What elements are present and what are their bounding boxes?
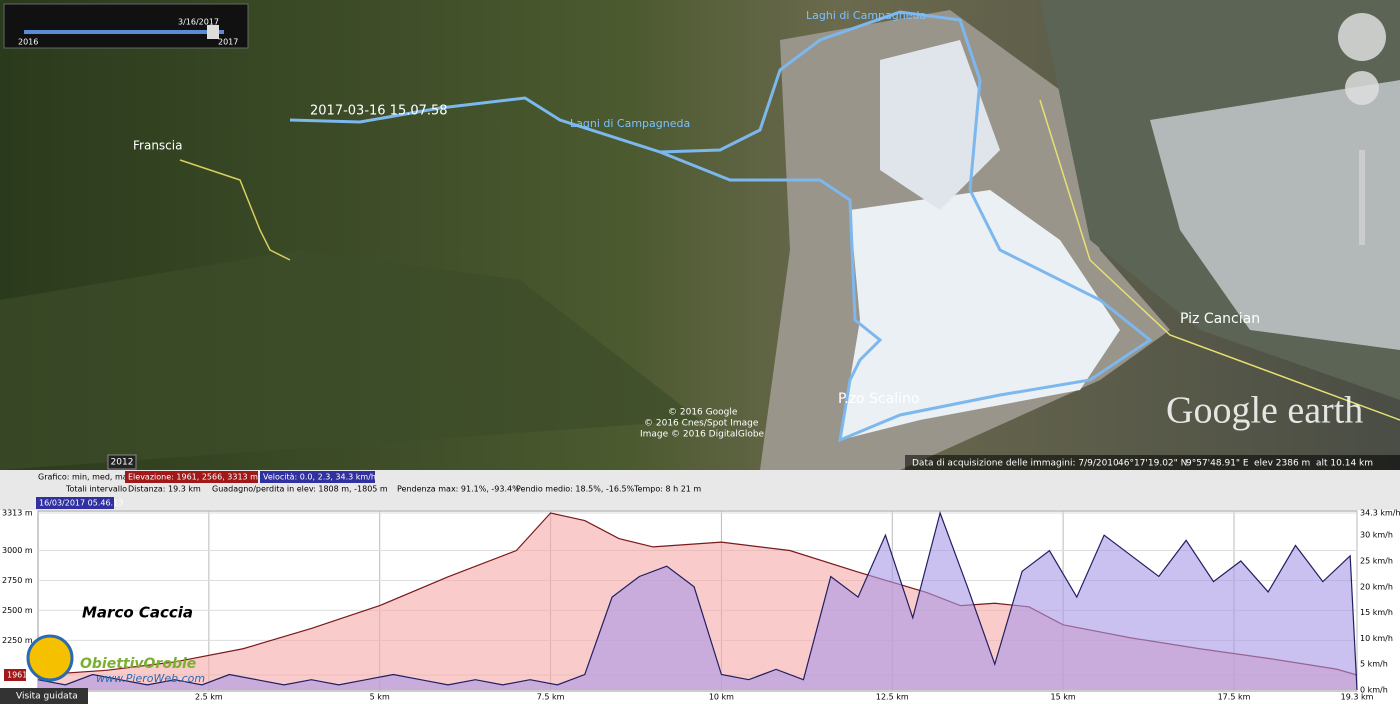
status-bar xyxy=(905,455,1400,470)
site: www.PieroWeb.com xyxy=(96,672,205,685)
y-tick-label: 3313 m xyxy=(2,509,33,518)
slider-track[interactable] xyxy=(24,30,224,34)
field-bg xyxy=(260,471,375,483)
copyright: © 2016 Google xyxy=(668,408,738,418)
stat: Guadagno/perdita in elev: 1808 m, -1805 … xyxy=(212,485,388,494)
status: 9°57'48.91" E xyxy=(1186,459,1249,469)
cursor-bg xyxy=(36,497,114,509)
place-label: Lagni di Campagneda xyxy=(570,117,690,130)
snow xyxy=(880,40,1000,210)
stat: Pendenza max: 91.1%, -93.4% xyxy=(397,485,520,494)
label-bg xyxy=(4,669,26,681)
start: 2016 xyxy=(18,38,38,47)
stat: Pendio medio: 18.5%, -16.5% xyxy=(516,485,635,494)
y2-tick-label: 10 km/h xyxy=(1360,634,1393,643)
field-bg xyxy=(125,471,258,483)
map[interactable]: 2017-03-16 15.07.58 Laghi di Campagneda … xyxy=(0,0,1400,470)
y-tick-label: 2250 m xyxy=(2,636,33,645)
y2-tick-label: 30 km/h xyxy=(1360,531,1393,540)
stat: Totali intervallo xyxy=(65,485,127,494)
stat: Tempo: 8 h 21 m xyxy=(633,485,701,494)
y-tick-label: 2750 m xyxy=(2,576,33,585)
x-tick-label: 17.5 km xyxy=(1218,693,1251,702)
stat: Grafico: min, med, max xyxy=(38,473,133,482)
button[interactable] xyxy=(0,688,88,704)
button-label[interactable]: Visita guidata xyxy=(16,692,78,702)
time-slider[interactable]: 3/16/2017 2016 2017 xyxy=(3,3,249,49)
speed-line xyxy=(37,511,1358,691)
date: 3/16/2017 xyxy=(178,18,219,27)
y-tick-label: 3000 m xyxy=(2,546,33,555)
y2-tick-label: 15 km/h xyxy=(1360,608,1393,617)
place-label: Franscia xyxy=(133,139,182,153)
gps-track xyxy=(289,10,1153,443)
x-tick-label: 19.3 km xyxy=(1341,693,1374,702)
y-tick-label: 1961 xyxy=(7,671,27,680)
stat: Distanza: 19.3 km xyxy=(128,485,201,494)
x-tick-label: 7.5 km xyxy=(537,693,565,702)
x-tick-label: 2.5 km xyxy=(195,693,223,702)
logo xyxy=(26,634,74,682)
compass[interactable] xyxy=(1338,13,1386,61)
brand: ObiettivOrobie xyxy=(80,656,196,672)
author: Marco Caccia xyxy=(82,604,193,622)
x-tick-label: 12.5 km xyxy=(876,693,909,702)
place-label: Laghi di Campagneda xyxy=(806,9,926,22)
logo: Google earth xyxy=(1166,390,1363,432)
copyright: Image © 2016 DigitalGlobe xyxy=(640,430,765,440)
border xyxy=(1039,99,1400,421)
speed-area xyxy=(38,513,1357,690)
badge[interactable] xyxy=(107,454,137,470)
snow xyxy=(840,190,1120,440)
y2-tick-label: 0 km/h xyxy=(1360,686,1388,695)
y2-tick-label: 5 km/h xyxy=(1360,660,1388,669)
x-tick-label: 15 km xyxy=(1051,693,1076,702)
stat: Elevazione: 1961, 2566, 3313 m xyxy=(128,473,258,482)
track-label: 2017-03-16 15.07.58 xyxy=(310,104,448,119)
status: elev 2386 m xyxy=(1254,459,1310,469)
y2-tick-label: 25 km/h xyxy=(1360,556,1393,565)
trail xyxy=(179,159,291,261)
y2-tick-label: 20 km/h xyxy=(1360,582,1393,591)
cursor-time: 16/03/2017 05.46.13 xyxy=(39,499,123,508)
x-tick-label: 10 km xyxy=(709,693,734,702)
status: alt 10.14 km xyxy=(1316,459,1373,469)
status: Data di acquisizione delle immagini: 7/9… xyxy=(912,459,1119,469)
status: 46°17'19.02" N xyxy=(1118,459,1187,469)
look-control[interactable] xyxy=(1345,71,1379,105)
stat: Velocità: 0.0, 2.3, 34.3 km/h xyxy=(263,473,376,482)
slider-thumb[interactable] xyxy=(207,25,219,39)
snow xyxy=(1150,80,1400,350)
place-label: Piz Cancian xyxy=(1180,311,1260,327)
zoom-slider[interactable] xyxy=(1359,150,1365,245)
place-label: P.zo Scalino xyxy=(838,391,919,407)
x-tick-label: 5 km xyxy=(370,693,390,702)
y-tick-label: 2500 m xyxy=(2,606,33,615)
y2-tick-label: 34.3 km/h xyxy=(1360,509,1400,518)
terrain xyxy=(0,250,700,470)
copyright: © 2016 Cnes/Spot Image xyxy=(644,419,759,429)
end: 2017 xyxy=(218,38,238,47)
year-badge[interactable]: 2012 xyxy=(111,458,134,468)
